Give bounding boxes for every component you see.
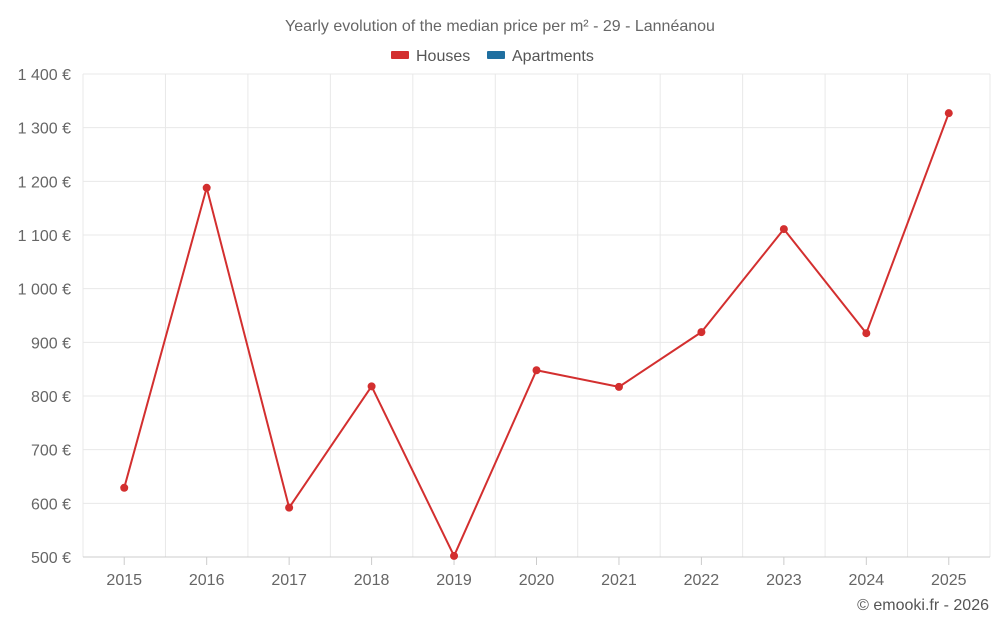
data-point-houses-2017[interactable] (285, 503, 294, 512)
credit-text: © emooki.fr - 2026 (857, 597, 989, 614)
y-tick-label: 600 € (31, 496, 71, 513)
x-tick-label: 2022 (684, 572, 720, 589)
data-point-houses-2016[interactable] (202, 183, 211, 192)
data-point-houses-2024[interactable] (862, 329, 871, 338)
x-tick-label: 2017 (271, 572, 307, 589)
data-point-houses-2015[interactable] (120, 483, 129, 492)
y-tick-label: 800 € (31, 389, 71, 406)
x-tick-label: 2016 (189, 572, 225, 589)
y-tick-label: 1 200 € (18, 174, 71, 191)
x-tick-label: 2021 (601, 572, 637, 589)
chart-title: Yearly evolution of the median price per… (285, 18, 715, 35)
y-tick-label: 500 € (31, 550, 71, 567)
data-point-houses-2021[interactable] (614, 382, 623, 391)
plot-series (120, 109, 953, 560)
x-tick-label: 2024 (849, 572, 885, 589)
data-point-houses-2025[interactable] (944, 109, 953, 118)
data-point-houses-2018[interactable] (367, 382, 376, 391)
y-tick-label: 700 € (31, 443, 71, 460)
x-axis-tick-labels: 2015 2016 2017 2018 2019 2020 2021 2022 2023 2024… (106, 557, 967, 589)
y-tick-label: 900 € (31, 335, 71, 352)
legend-label-apartments[interactable]: Apartments (512, 48, 594, 65)
legend-swatch-apartments[interactable] (487, 51, 505, 59)
x-tick-label: 2018 (354, 572, 390, 589)
x-tick-label: 2023 (766, 572, 802, 589)
legend-swatch-houses[interactable] (391, 51, 409, 59)
data-point-houses-2020[interactable] (532, 366, 541, 375)
horizontal-gridlines (83, 73, 990, 558)
x-tick-label: 2025 (931, 572, 967, 589)
y-tick-label: 1 300 € (18, 121, 71, 138)
x-tick-label: 2020 (519, 572, 555, 589)
x-tick-label: 2019 (436, 572, 472, 589)
y-axis-tick-labels: 500 € 600 € 700 € 800 € 900 € 1 000 € 1 100 € 1… (18, 67, 71, 567)
y-tick-label: 1 000 € (18, 282, 71, 299)
x-tick-label: 2015 (106, 572, 142, 589)
data-point-houses-2019[interactable] (450, 551, 459, 560)
vertical-gridlines (82, 74, 991, 557)
y-tick-label: 1 100 € (18, 228, 71, 245)
y-tick-label: 1 400 € (18, 67, 71, 84)
legend-label-houses[interactable]: Houses (416, 48, 470, 65)
data-point-houses-2023[interactable] (779, 225, 788, 234)
legend: Houses Apartments (391, 48, 594, 65)
data-point-houses-2022[interactable] (697, 328, 706, 337)
